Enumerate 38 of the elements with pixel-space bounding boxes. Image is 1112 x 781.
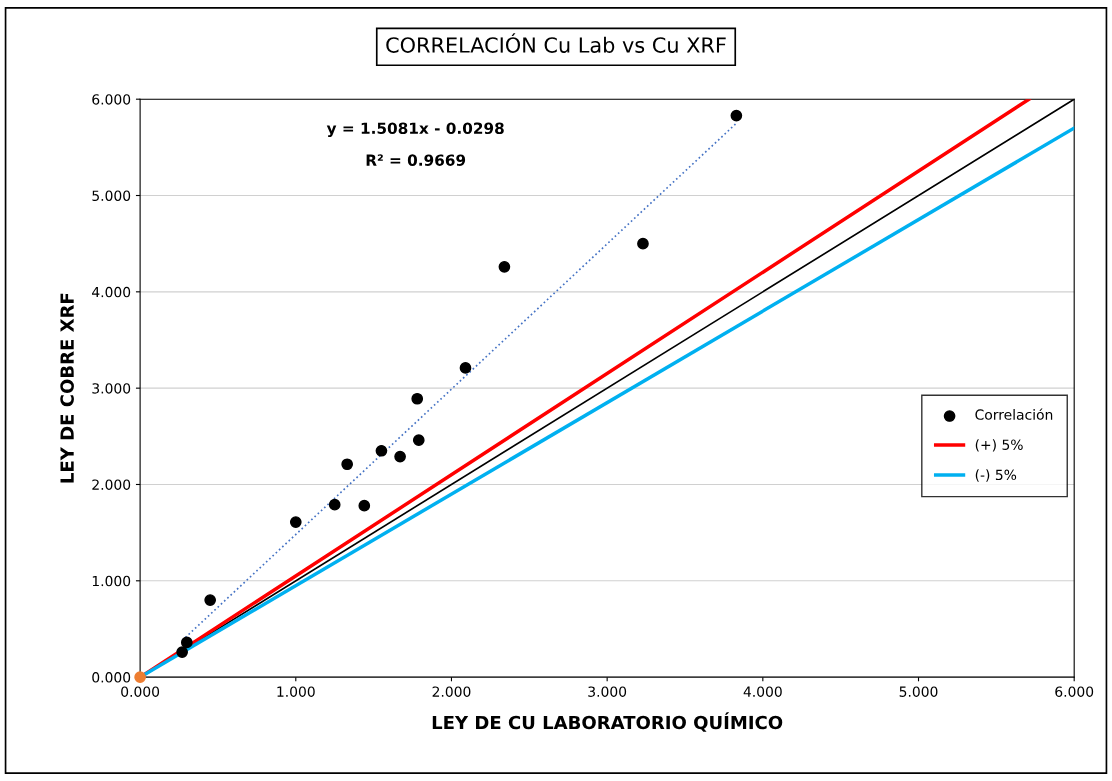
point [637,237,649,250]
y-axis-title: LEY DE COBRE XRF [60,293,74,483]
point [730,109,743,122]
annotation: y = 1.5081x - 0.0298 [326,122,504,138]
y-tick-label: 3.000 [92,383,131,394]
point [498,260,511,273]
y-tick-label: 6.000 [92,94,131,105]
x-tick-label: 1.000 [277,686,315,697]
point [289,516,302,528]
point [176,646,188,658]
legend-label: (+) 5% [975,439,1023,452]
x-tick-label: 6.000 [1055,686,1094,697]
x-tick-label: 3.000 [588,686,627,697]
x-axis-title: LEY DE CU LABORATORIO QUÍMICO [432,712,783,732]
x-tick-label: 4.000 [743,686,782,697]
y-tick-label: 1.000 [92,575,131,587]
point [341,458,354,471]
point [204,594,217,606]
point [412,434,425,447]
x-tick-label: 0.000 [121,686,160,697]
point [459,362,472,374]
point [134,671,146,683]
point [328,498,341,511]
legend-label: (-) 5% [975,469,1017,482]
legend-label: Correlación [975,408,1053,420]
y-tick-label: 5.000 [92,190,131,201]
x-tick-label: 5.000 [899,686,938,697]
point [394,450,406,463]
y-tick-label: 4.000 [92,286,131,298]
x-tick-label: 2.000 [432,686,471,697]
annotation: R² = 0.9669 [366,154,466,166]
y-tick-label: 2.000 [92,479,131,490]
chart-title: CORRELACIÓN Cu Lab vs Cu XRF [386,33,726,53]
point [358,499,371,512]
point [180,636,193,649]
point [411,392,424,405]
point [375,444,388,457]
y-tick-label: 0.000 [92,672,131,683]
